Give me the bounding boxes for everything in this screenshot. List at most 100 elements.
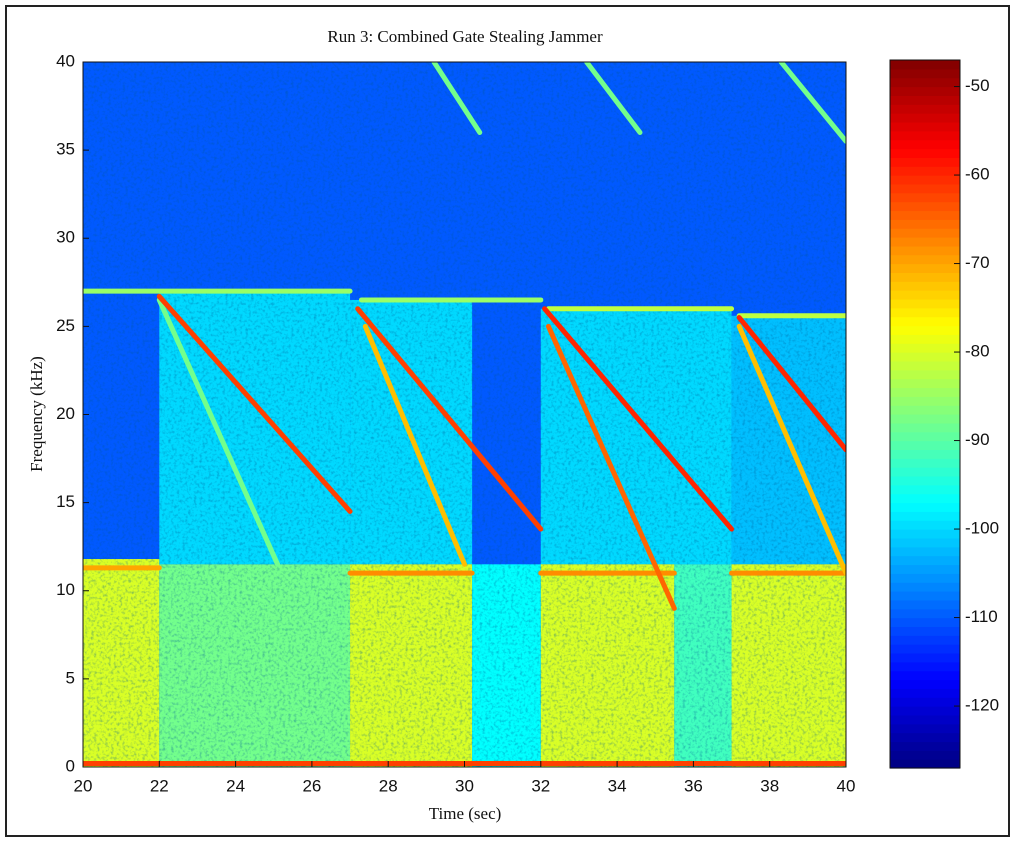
y-tick-label: 40 <box>56 51 75 70</box>
colorbar-step <box>890 591 960 601</box>
colorbar-step <box>890 192 960 203</box>
colorbar-step <box>890 387 960 397</box>
colorbar-step <box>890 77 960 88</box>
colorbar-tick-label: -80 <box>965 342 990 361</box>
colorbar-step <box>890 139 960 150</box>
signal-line <box>736 315 846 453</box>
colorbar-step <box>890 254 960 265</box>
colorbar-step <box>890 307 960 318</box>
colorbar-step <box>890 325 960 335</box>
colorbar-step <box>890 104 960 114</box>
axes: 20 22 24 26 28 30 32 34 36 38 40 0 5 10 15 20 25 30 35 40 <box>56 51 855 795</box>
colorbar-step <box>890 555 960 566</box>
signal-line <box>778 62 846 144</box>
plot-area <box>83 62 846 767</box>
colorbar-step <box>890 440 960 450</box>
x-tick-label: 28 <box>379 776 398 795</box>
colorbar-step <box>890 582 960 592</box>
colorbar-tick-label: -100 <box>965 519 999 538</box>
y-tick-label: 0 <box>66 756 75 775</box>
colorbar-step <box>890 546 960 557</box>
colorbar-step <box>890 290 960 300</box>
y-tick-label: 25 <box>56 316 75 335</box>
y-tick-label: 20 <box>56 404 75 423</box>
y-tick-label: 5 <box>66 668 75 687</box>
colorbar-step <box>890 759 960 769</box>
colorbar-step <box>890 458 960 468</box>
colorbar-step <box>890 475 960 486</box>
y-tick-label: 10 <box>56 580 75 599</box>
colorbar-step <box>890 537 960 548</box>
x-tick-label: 26 <box>302 776 321 795</box>
colorbar-step <box>890 511 960 521</box>
colorbar-step <box>890 121 960 132</box>
colorbar-step <box>890 529 960 539</box>
colorbar-step <box>890 697 960 707</box>
signal-line <box>156 293 353 514</box>
colorbar-tick-label: -90 <box>965 430 990 449</box>
y-tick-label: 30 <box>56 228 75 247</box>
colorbar-step <box>890 352 960 362</box>
colorbar-tick-label: -120 <box>965 696 999 715</box>
colorbar-step <box>890 732 960 743</box>
colorbar-step <box>890 245 960 256</box>
colorbar-step <box>890 86 960 96</box>
colorbar: -50 -60 -70 -80 -90 -100 -110 -120 <box>889 59 999 769</box>
colorbar-step <box>890 130 960 141</box>
colorbar-step <box>890 652 960 663</box>
colorbar-step <box>890 201 960 212</box>
signal-line <box>584 62 643 135</box>
x-tick-label: 24 <box>226 776 245 795</box>
colorbar-step <box>890 706 960 716</box>
colorbar-step <box>890 157 960 167</box>
colorbar-step <box>890 166 960 176</box>
colorbar-step <box>890 608 960 619</box>
colorbar-step <box>890 644 960 654</box>
colorbar-step <box>890 396 960 406</box>
y-tick-label: 35 <box>56 140 75 159</box>
x-tick-label: 20 <box>74 776 93 795</box>
colorbar-step <box>890 148 960 158</box>
chart-title: Run 3: Combined Gate Stealing Jammer <box>327 27 603 46</box>
colorbar-step <box>890 68 960 79</box>
colorbar-tick-label: -70 <box>965 253 990 272</box>
colorbar-step <box>890 219 960 229</box>
colorbar-step <box>890 564 960 574</box>
colorbar-step <box>890 334 960 344</box>
colorbar-step <box>890 210 960 220</box>
colorbar-tick-label: -110 <box>965 607 998 626</box>
colorbar-step <box>890 360 960 371</box>
colorbar-step <box>890 661 960 672</box>
colorbar-step <box>890 316 960 327</box>
colorbar-step <box>890 228 960 238</box>
x-tick-label: 36 <box>684 776 703 795</box>
signal-line <box>431 62 483 135</box>
y-tick-label: 15 <box>56 492 75 511</box>
colorbar-step <box>890 626 960 636</box>
colorbar-step <box>890 113 960 123</box>
x-tick-label: 38 <box>760 776 779 795</box>
colorbar-step <box>890 670 960 681</box>
x-tick-label: 34 <box>608 776 627 795</box>
colorbar-step <box>890 617 960 627</box>
colorbar-border <box>889 59 961 769</box>
colorbar-step <box>890 750 960 760</box>
signal-line <box>355 306 544 532</box>
colorbar-step <box>890 369 960 380</box>
x-tick-label: 32 <box>531 776 550 795</box>
colorbar-step <box>890 183 960 194</box>
signal-line <box>542 306 735 532</box>
colorbar-step <box>890 502 960 512</box>
colorbar-step <box>890 635 960 645</box>
colorbar-step <box>890 467 960 477</box>
colorbar-step <box>890 723 960 734</box>
colorbar-step <box>890 679 960 689</box>
colorbar-step <box>890 405 960 415</box>
signal-line <box>362 323 467 567</box>
x-tick-label: 22 <box>150 776 169 795</box>
colorbar-step <box>890 60 960 70</box>
x-tick-label: 30 <box>455 776 474 795</box>
colorbar-step <box>890 422 960 433</box>
colorbar-step <box>890 272 960 282</box>
